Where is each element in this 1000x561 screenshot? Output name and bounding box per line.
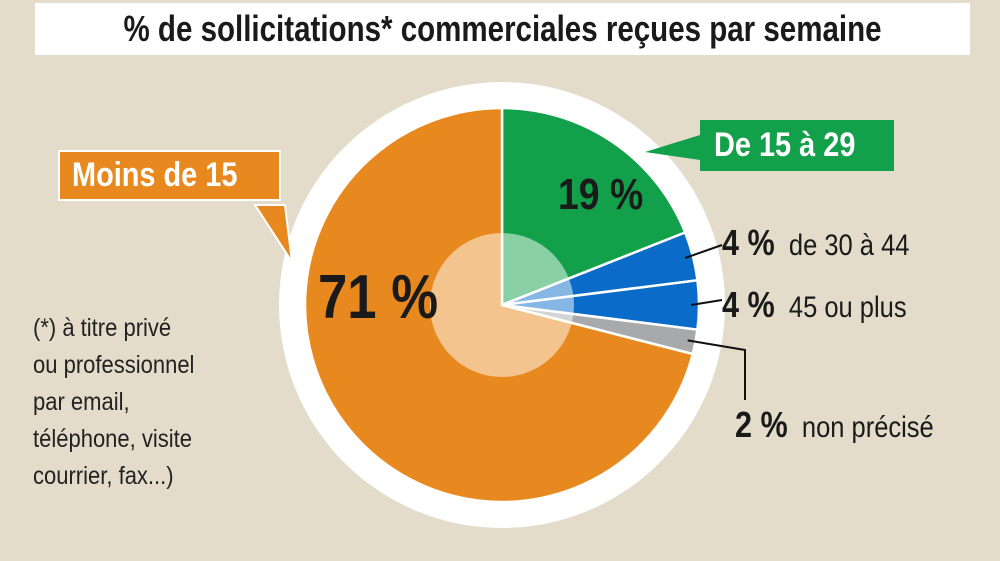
footnote-line: par email,	[33, 388, 130, 416]
label-non-precise: 2 % non précisé	[735, 404, 969, 446]
category-non-precise: non précisé	[801, 411, 934, 444]
label-de-30-a-44: 4 % de 30 à 44	[722, 222, 943, 264]
leader-line-1	[684, 244, 723, 259]
value-2: 2 %	[735, 404, 788, 445]
pie-center-highlight	[430, 233, 574, 377]
leader-line-3	[687, 339, 746, 400]
title-box: % de sollicitations* commerciales reçues…	[35, 3, 970, 55]
value-71: 71 %	[318, 263, 439, 332]
chart-title: % de sollicitations* commerciales reçues…	[123, 8, 882, 49]
category-45-ou-plus: 45 ou plus	[788, 291, 907, 324]
value-19: 19 %	[558, 170, 644, 219]
footnote-line: téléphone, visite	[33, 425, 193, 453]
leader-line-2	[690, 299, 723, 306]
label-moins-de-15: Moins de 15	[58, 150, 281, 201]
label-45-ou-plus: 4 % 45 ou plus	[722, 284, 939, 326]
footnote: (*) à titre privé ou professionnel par e…	[33, 310, 194, 495]
category-de-30-a-44: de 30 à 44	[788, 229, 910, 262]
value-4a: 4 %	[722, 222, 775, 263]
footnote-line: (*) à titre privé	[33, 314, 172, 342]
footnote-line: ou professionnel	[33, 351, 195, 379]
footnote-line: courrier, fax...)	[33, 462, 174, 490]
value-4b: 4 %	[722, 284, 775, 325]
callout-pointer-orange	[253, 204, 293, 263]
label-de-15-a-29: De 15 à 29	[700, 120, 895, 171]
callout-pointer-green	[645, 135, 700, 160]
